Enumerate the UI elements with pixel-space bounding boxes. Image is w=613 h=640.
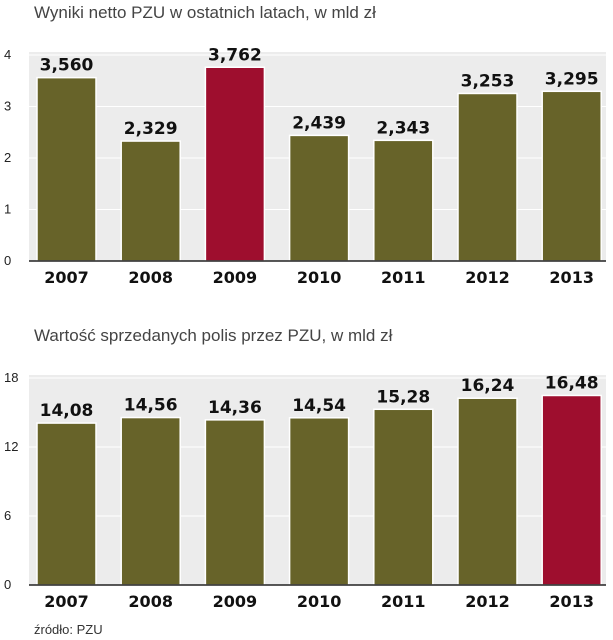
chart2-bar [36, 422, 97, 586]
chart1-bar [204, 66, 266, 262]
chart1-ytick-label: 0 [4, 253, 11, 268]
chart2-category-label: 2012 [465, 592, 510, 611]
chart2-bar [288, 417, 350, 586]
chart1-value-label: 3,762 [208, 45, 262, 65]
chart1-value-label: 3,560 [40, 56, 94, 76]
chart2-bar [541, 394, 602, 586]
chart2-title: Wartość sprzedanych polis przez PZU, w m… [34, 326, 393, 345]
chart1-category-label: 2013 [549, 268, 594, 287]
chart2-bar [373, 408, 434, 586]
chart1-bar [373, 139, 434, 262]
chart1-bar [457, 92, 518, 262]
chart2-bar [457, 397, 518, 586]
chart1-category-label: 2007 [44, 268, 89, 287]
chart2-ytick-label: 18 [4, 370, 18, 385]
chart2-ytick-label: 0 [4, 577, 11, 592]
chart2-value-label: 14,08 [40, 401, 94, 421]
chart1-value-label: 2,329 [124, 119, 178, 139]
chart1-bar [120, 140, 181, 262]
chart2-category-label: 2010 [297, 592, 342, 611]
chart1-category-label: 2012 [465, 268, 510, 287]
chart2-category-label: 2008 [128, 592, 173, 611]
chart1-category-label: 2008 [128, 268, 173, 287]
chart1-bar [541, 90, 602, 262]
chart1-bar [288, 134, 350, 262]
chart1-bar [36, 76, 97, 262]
chart1-category-label: 2010 [297, 268, 342, 287]
chart2-value-label: 16,48 [545, 373, 599, 393]
source-note: źródło: PZU [34, 622, 103, 637]
chart2-category-label: 2007 [44, 592, 89, 611]
chart1-value-label: 2,439 [292, 113, 346, 133]
chart2-ytick-label: 12 [4, 439, 18, 454]
chart2-value-label: 14,56 [124, 396, 178, 416]
chart1-value-label: 2,343 [376, 118, 430, 138]
chart2-value-label: 14,36 [208, 398, 262, 418]
chart2-ytick-label: 6 [4, 508, 11, 523]
chart2-value-label: 14,54 [292, 396, 346, 416]
chart1-ytick-label: 4 [4, 47, 11, 62]
chart2-bar [120, 416, 181, 586]
chart1-title: Wyniki netto PZU w ostatnich latach, w m… [34, 3, 376, 22]
chart2-category-label: 2009 [213, 592, 258, 611]
chart2-category-label: 2011 [381, 592, 426, 611]
chart1-value-label: 3,253 [461, 71, 515, 91]
chart1-category-label: 2011 [381, 268, 426, 287]
chart1-category-label: 2009 [213, 268, 258, 287]
chart2-value-label: 16,24 [461, 376, 515, 396]
chart2-value-label: 15,28 [376, 387, 430, 407]
chart1-ytick-label: 1 [4, 202, 11, 217]
chart1-value-label: 3,295 [545, 69, 599, 89]
chart2-bar [204, 419, 266, 586]
chart1-ytick-label: 3 [4, 99, 11, 114]
chart2-category-label: 2013 [549, 592, 594, 611]
chart1-ytick-label: 2 [4, 150, 11, 165]
